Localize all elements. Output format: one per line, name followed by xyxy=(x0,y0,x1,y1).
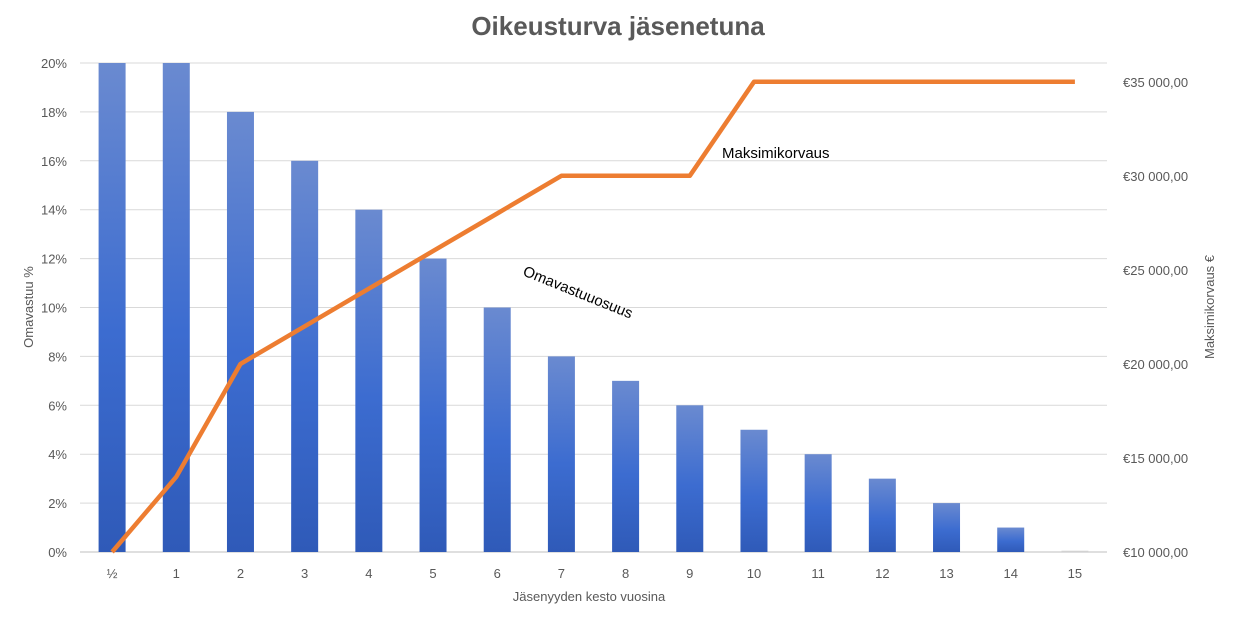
x-tick-label: 11 xyxy=(811,566,825,581)
y-tick-label: 2% xyxy=(48,496,67,511)
x-tick-label: 7 xyxy=(558,566,565,581)
y2-tick-label: €35 000,00 xyxy=(1123,75,1188,90)
bar xyxy=(612,380,640,552)
bar xyxy=(676,405,704,552)
x-tick-label: 2 xyxy=(237,566,244,581)
y-axis-right-label: Maksimikorvaus € xyxy=(1202,254,1217,359)
y-axis-left-ticks: 0% 2% 4% 6% 8% 10% 12% 14% 16% 18% 20% xyxy=(41,56,67,560)
y-tick-label: 6% xyxy=(48,398,67,413)
y-tick-label: 20% xyxy=(41,56,67,71)
y-axis-right-ticks: €10 000,00 €15 000,00 €20 000,00 €25 000,00… xyxy=(1123,75,1188,560)
annotation-omavastuuosuus: Omavastuuosuus xyxy=(521,263,636,322)
y-tick-label: 18% xyxy=(41,105,67,120)
x-tick-label: 8 xyxy=(622,566,629,581)
x-tick-label: 14 xyxy=(1003,566,1017,581)
bar xyxy=(868,478,896,552)
x-tick-label: 9 xyxy=(686,566,693,581)
annotation-maksimikorvaus: Maksimikorvaus xyxy=(722,145,830,162)
line-series xyxy=(110,79,1075,554)
x-tick-label: ½ xyxy=(107,566,118,581)
y2-tick-label: €10 000,00 xyxy=(1123,545,1188,560)
y-tick-label: 14% xyxy=(41,203,67,218)
x-axis-label: Jäsenyyden kesto vuosina xyxy=(513,589,666,604)
x-tick-label: 5 xyxy=(429,566,436,581)
y-tick-label: 0% xyxy=(48,545,67,560)
bar xyxy=(740,429,768,552)
bar xyxy=(419,258,447,552)
y-tick-label: 16% xyxy=(41,154,67,169)
x-tick-label: 3 xyxy=(301,566,308,581)
y2-tick-label: €15 000,00 xyxy=(1123,451,1188,466)
bar xyxy=(483,307,511,552)
bar xyxy=(226,111,254,553)
bar xyxy=(98,63,126,552)
annotations: Maksimikorvaus Omavastuuosuus xyxy=(521,145,830,322)
bar xyxy=(291,160,319,553)
line-path xyxy=(110,79,1075,554)
x-tick-label: 15 xyxy=(1068,566,1082,581)
x-tick-label: 13 xyxy=(939,566,953,581)
bar-series xyxy=(98,63,1089,553)
y-tick-label: 12% xyxy=(41,252,67,267)
bar xyxy=(804,454,832,552)
bar xyxy=(355,209,383,552)
y2-tick-label: €30 000,00 xyxy=(1123,169,1188,184)
bar xyxy=(547,356,575,552)
bar xyxy=(997,527,1025,552)
x-tick-label: 4 xyxy=(365,566,372,581)
x-tick-label: 1 xyxy=(173,566,180,581)
y-tick-label: 4% xyxy=(48,447,67,462)
bar xyxy=(933,503,961,552)
y-axis-left-label: Omavastuu % xyxy=(21,266,36,348)
y-tick-label: 10% xyxy=(41,301,67,316)
x-tick-label: 10 xyxy=(747,566,761,581)
y-tick-label: 8% xyxy=(48,349,67,364)
x-axis-ticks: ½ 1 2 3 4 5 6 7 8 9 10 11 12 13 14 15 xyxy=(107,566,1082,581)
y2-tick-label: €20 000,00 xyxy=(1123,357,1188,372)
x-tick-label: 6 xyxy=(494,566,501,581)
y2-tick-label: €25 000,00 xyxy=(1123,263,1188,278)
chart-title: Oikeusturva jäsenetuna xyxy=(471,11,765,41)
x-tick-label: 12 xyxy=(875,566,889,581)
bar xyxy=(162,63,190,552)
